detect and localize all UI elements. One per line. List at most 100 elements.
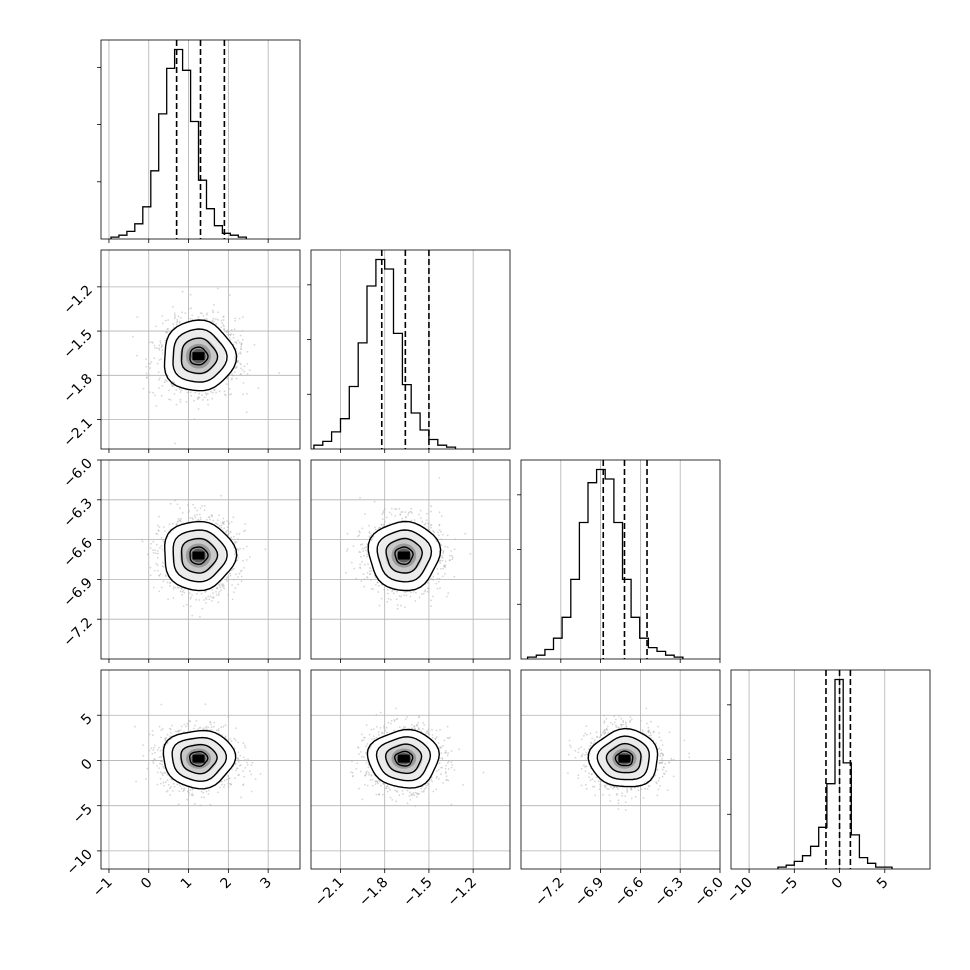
contour-line xyxy=(367,520,442,592)
scatter-point xyxy=(167,319,170,321)
scatter-point xyxy=(178,322,181,324)
scatter-point xyxy=(239,351,242,354)
scatter-point xyxy=(398,595,401,597)
scatter-point xyxy=(159,341,162,344)
contour-line xyxy=(163,319,238,392)
scatter-point xyxy=(442,567,444,570)
scatter-point xyxy=(190,394,193,397)
scatter-point xyxy=(222,319,225,321)
scatter-point xyxy=(165,331,168,334)
scatter-point xyxy=(404,606,406,609)
scatter-point xyxy=(446,595,448,598)
scatter-point xyxy=(410,591,412,594)
scatter-point xyxy=(216,523,219,525)
scatter-point xyxy=(419,509,422,512)
scatter-point xyxy=(131,335,134,338)
contour-line xyxy=(163,520,238,592)
scatter-point xyxy=(161,315,164,317)
scatter-point xyxy=(145,372,148,375)
scatter-point xyxy=(201,312,203,315)
scatter-point xyxy=(193,514,196,517)
scatter-point xyxy=(149,362,152,365)
scatter-point xyxy=(231,377,233,380)
scatter-point xyxy=(366,555,369,558)
scatter-point xyxy=(207,595,210,598)
scatter-point xyxy=(440,530,442,533)
scatter-point xyxy=(164,379,167,381)
scatter-point xyxy=(386,601,389,603)
scatter-point xyxy=(366,576,368,578)
scatter-point xyxy=(235,533,238,535)
density-peak xyxy=(192,551,205,560)
scatter-point xyxy=(444,572,446,575)
scatter-point xyxy=(222,324,225,326)
scatter-point xyxy=(158,348,161,351)
scatter-point xyxy=(152,586,155,589)
scatter-point xyxy=(158,515,160,518)
scatter-point xyxy=(237,538,240,541)
scatter-point xyxy=(360,580,363,582)
panel-content xyxy=(345,477,472,610)
scatter-point xyxy=(245,559,248,561)
scatter-point xyxy=(225,331,228,334)
scatter-point xyxy=(216,586,219,589)
scatter-point xyxy=(381,518,384,521)
scatter-point xyxy=(231,584,234,586)
panel-frame xyxy=(100,249,301,450)
scatter-point xyxy=(162,539,164,541)
scatter-point xyxy=(380,523,383,526)
scatter-point xyxy=(438,529,441,531)
scatter-point xyxy=(181,593,184,596)
scatter-point xyxy=(155,325,157,328)
scatter-point xyxy=(192,518,194,521)
panel-frame xyxy=(310,249,511,450)
scatter-point xyxy=(171,384,173,386)
scatter-point xyxy=(222,315,225,318)
scatter-point xyxy=(345,571,347,574)
scatter-point xyxy=(426,512,428,515)
scatter-point xyxy=(358,530,361,533)
histogram-step xyxy=(526,468,684,659)
scatter-point xyxy=(237,339,240,342)
scatter-point xyxy=(212,592,214,595)
scatter-point xyxy=(179,401,182,403)
scatter-point xyxy=(212,389,215,391)
scatter-point xyxy=(166,581,169,584)
scatter-point xyxy=(432,530,434,532)
scatter-point xyxy=(180,517,183,520)
scatter-point xyxy=(213,725,215,728)
scatter-point xyxy=(169,732,172,734)
scatter-point xyxy=(199,507,202,510)
scatter-point xyxy=(243,365,246,368)
scatter-point xyxy=(159,377,161,379)
scatter-point xyxy=(176,522,178,525)
scatter-point xyxy=(158,526,161,528)
scatter-point xyxy=(201,394,204,397)
scatter-point xyxy=(379,526,381,529)
scatter-point xyxy=(232,337,235,339)
scatter-point xyxy=(206,399,209,401)
scatter-point xyxy=(205,597,207,599)
scatter-point xyxy=(199,518,202,521)
scatter-point xyxy=(383,508,386,511)
scatter-point xyxy=(407,513,409,516)
scatter-point xyxy=(421,520,424,523)
scatter-point xyxy=(173,785,176,788)
scatter-point xyxy=(218,525,221,527)
scatter-point xyxy=(432,579,435,581)
scatter-point xyxy=(175,403,178,406)
scatter-point xyxy=(444,565,446,568)
scatter-point xyxy=(221,322,223,324)
scatter-point xyxy=(218,583,221,586)
scatter-point xyxy=(440,568,442,570)
scatter-point xyxy=(232,516,235,519)
scatter-point xyxy=(237,557,240,559)
scatter-point xyxy=(396,590,398,593)
scatter-point xyxy=(205,518,208,521)
scatter-point xyxy=(241,316,244,318)
scatter-point xyxy=(217,594,220,596)
scatter-point xyxy=(366,553,369,556)
scatter-point xyxy=(189,517,191,519)
scatter-point xyxy=(197,408,200,410)
y-tick-label: −1.2 xyxy=(60,282,95,317)
